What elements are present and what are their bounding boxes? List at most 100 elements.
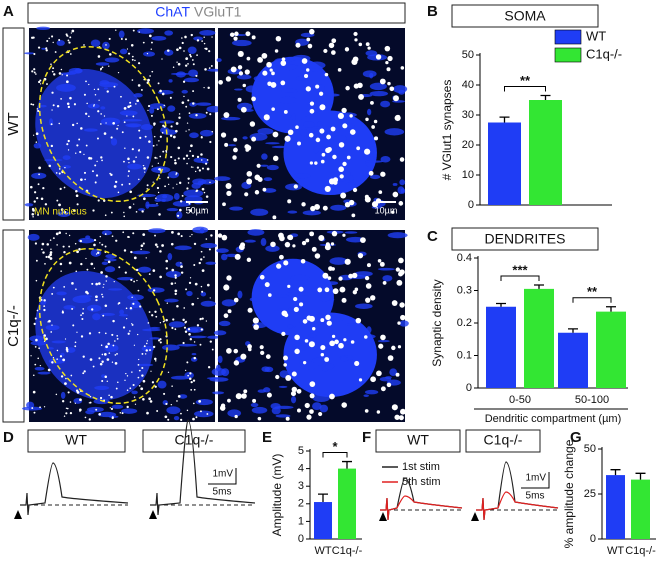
puncta bbox=[262, 70, 268, 76]
puncta bbox=[382, 281, 387, 285]
blue-fiber bbox=[330, 204, 347, 211]
puncta bbox=[112, 121, 116, 125]
label-box bbox=[451, 227, 599, 251]
puncta bbox=[29, 185, 33, 189]
puncta bbox=[133, 203, 135, 205]
puncta bbox=[322, 272, 329, 279]
puncta bbox=[49, 257, 53, 260]
blue-fiber bbox=[207, 335, 220, 339]
puncta bbox=[157, 339, 161, 342]
puncta bbox=[201, 317, 204, 320]
blue-fiber bbox=[63, 305, 76, 310]
blue-fiber bbox=[247, 229, 265, 236]
puncta bbox=[103, 132, 107, 135]
puncta bbox=[146, 52, 149, 55]
puncta bbox=[337, 68, 342, 72]
blue-fiber bbox=[122, 119, 143, 122]
puncta bbox=[167, 371, 170, 373]
puncta bbox=[196, 166, 200, 169]
blue-fiber bbox=[56, 83, 76, 92]
puncta bbox=[386, 382, 392, 388]
puncta bbox=[116, 127, 119, 130]
puncta bbox=[116, 352, 118, 355]
error-bar bbox=[606, 306, 616, 312]
puncta bbox=[33, 191, 37, 194]
puncta bbox=[106, 90, 109, 93]
blue-fiber bbox=[149, 103, 166, 110]
blue-fiber bbox=[108, 288, 123, 291]
puncta bbox=[364, 194, 369, 199]
puncta bbox=[166, 302, 169, 304]
puncta bbox=[177, 394, 181, 398]
puncta bbox=[341, 297, 347, 303]
puncta bbox=[126, 115, 128, 117]
puncta bbox=[98, 99, 100, 101]
puncta bbox=[82, 355, 85, 358]
puncta bbox=[287, 284, 291, 289]
puncta bbox=[353, 83, 359, 89]
puncta bbox=[331, 50, 336, 55]
label: 1mV bbox=[212, 469, 233, 480]
puncta bbox=[183, 307, 186, 309]
puncta bbox=[39, 83, 42, 85]
puncta bbox=[119, 411, 122, 414]
puncta bbox=[129, 190, 133, 194]
puncta bbox=[116, 335, 119, 337]
puncta bbox=[391, 404, 398, 411]
puncta bbox=[56, 244, 58, 246]
puncta bbox=[60, 270, 62, 272]
puncta bbox=[223, 284, 230, 291]
puncta bbox=[343, 338, 347, 342]
puncta bbox=[367, 46, 371, 50]
puncta bbox=[64, 166, 66, 169]
blue-fiber bbox=[369, 82, 387, 91]
puncta bbox=[267, 81, 272, 86]
puncta bbox=[58, 231, 62, 234]
puncta bbox=[116, 338, 119, 340]
puncta bbox=[101, 353, 104, 356]
puncta bbox=[174, 276, 177, 279]
blue-fiber bbox=[363, 394, 369, 398]
puncta bbox=[189, 277, 192, 279]
puncta bbox=[146, 340, 149, 342]
puncta bbox=[91, 170, 94, 173]
puncta bbox=[59, 187, 62, 191]
puncta bbox=[66, 143, 69, 146]
puncta bbox=[84, 178, 86, 181]
puncta bbox=[104, 233, 107, 235]
puncta bbox=[379, 78, 386, 85]
puncta bbox=[279, 235, 285, 242]
puncta bbox=[105, 44, 107, 46]
puncta bbox=[69, 36, 72, 39]
puncta bbox=[158, 174, 160, 176]
puncta bbox=[78, 408, 82, 412]
puncta bbox=[170, 125, 173, 128]
puncta bbox=[175, 129, 178, 133]
blue-fiber bbox=[346, 236, 365, 243]
y-tick-label: 0.4 bbox=[457, 252, 472, 264]
puncta bbox=[58, 172, 61, 175]
puncta bbox=[142, 398, 145, 401]
puncta bbox=[166, 49, 170, 52]
micrograph-content bbox=[24, 26, 222, 219]
blue-fiber bbox=[313, 146, 320, 154]
puncta bbox=[83, 93, 86, 96]
blue-fiber bbox=[149, 337, 160, 340]
blue-fiber bbox=[40, 104, 47, 108]
puncta bbox=[136, 99, 140, 103]
puncta bbox=[111, 333, 114, 336]
puncta bbox=[128, 182, 131, 185]
puncta bbox=[59, 262, 63, 266]
puncta bbox=[148, 311, 151, 313]
puncta bbox=[148, 34, 152, 38]
puncta bbox=[182, 157, 186, 160]
puncta bbox=[68, 245, 71, 248]
puncta bbox=[88, 332, 92, 335]
blue-fiber bbox=[290, 396, 297, 404]
puncta bbox=[156, 203, 158, 205]
blue-fiber bbox=[44, 158, 63, 162]
puncta bbox=[183, 326, 187, 329]
puncta bbox=[114, 340, 116, 342]
blue-fiber bbox=[340, 356, 349, 362]
blue-fiber bbox=[311, 126, 321, 129]
